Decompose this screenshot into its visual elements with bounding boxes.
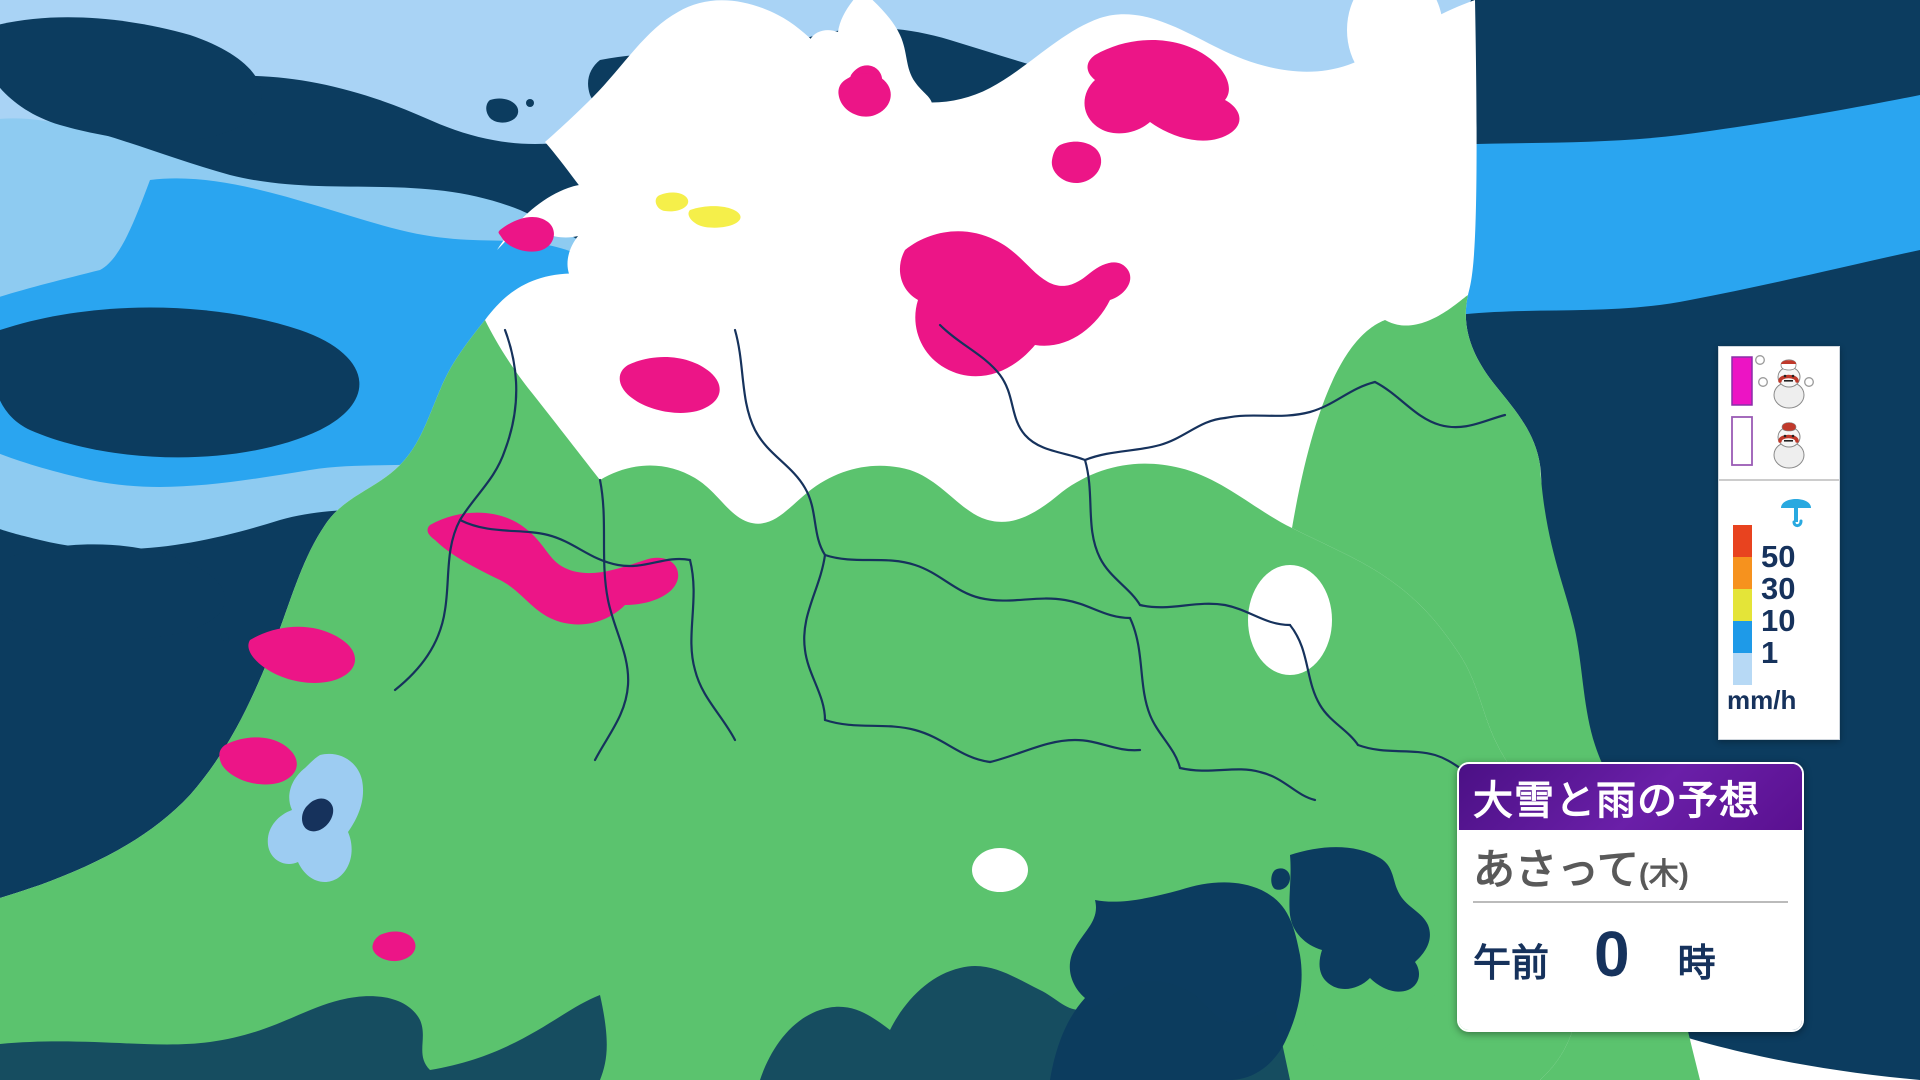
svg-text:30: 30 — [1761, 571, 1795, 606]
svg-text:mm/h: mm/h — [1727, 685, 1796, 715]
svg-text:10: 10 — [1761, 603, 1795, 638]
svg-text:50: 50 — [1761, 539, 1795, 574]
svg-text:1: 1 — [1761, 635, 1778, 670]
